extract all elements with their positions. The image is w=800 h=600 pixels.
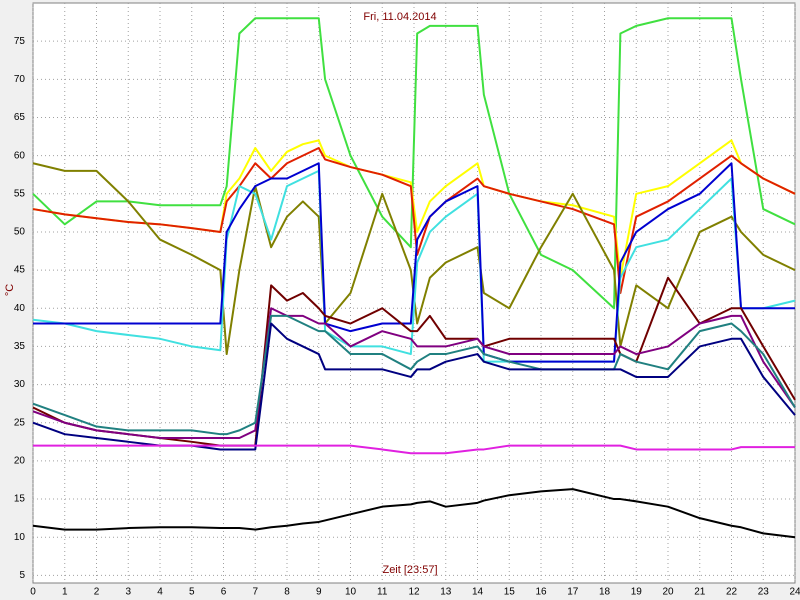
series-line <box>32 169 796 363</box>
x-tick-label: 10 <box>345 587 357 598</box>
x-tick-label: 6 <box>221 587 227 598</box>
series-line <box>32 17 796 310</box>
y-tick-label: 65 <box>14 112 26 123</box>
y-tick-label: 30 <box>14 379 26 390</box>
x-tick-label: 9 <box>316 587 322 598</box>
x-tick-label: 22 <box>726 587 738 598</box>
x-tick-label: 16 <box>535 587 547 598</box>
y-axis-label: °C <box>4 284 16 296</box>
x-tick-label: 12 <box>408 587 420 598</box>
series-line <box>32 147 796 294</box>
series-line <box>32 314 796 436</box>
x-tick-label: 15 <box>504 587 516 598</box>
y-tick-label: 15 <box>14 494 26 505</box>
series-line <box>32 322 796 451</box>
x-tick-label: 24 <box>789 587 800 598</box>
y-tick-label: 35 <box>14 341 26 352</box>
x-tick-label: 2 <box>94 587 100 598</box>
y-tick-label: 50 <box>14 227 26 238</box>
x-tick-label: 19 <box>631 587 643 598</box>
x-tick-label: 17 <box>567 587 579 598</box>
x-tick-label: 0 <box>30 587 36 598</box>
x-tick-label: 4 <box>157 587 163 598</box>
y-tick-label: 25 <box>14 417 26 428</box>
x-tick-label: 23 <box>758 587 770 598</box>
y-tick-label: 70 <box>14 74 26 85</box>
series-line <box>33 162 795 363</box>
y-tick-label: 10 <box>14 532 26 543</box>
chart-title: Fri, 11.04.2014 <box>363 11 436 23</box>
series-line <box>32 307 796 439</box>
x-tick-label: 7 <box>252 587 258 598</box>
x-tick-label: 14 <box>472 587 484 598</box>
y-tick-label: 5 <box>19 570 25 581</box>
x-tick-label: 3 <box>125 587 131 598</box>
x-tick-label: 13 <box>440 587 452 598</box>
x-axis-label: Zeit [23:57] <box>382 564 437 576</box>
x-tick-label: 8 <box>284 587 290 598</box>
y-tick-label: 55 <box>14 188 26 199</box>
y-tick-label: 45 <box>14 265 26 276</box>
x-tick-label: 21 <box>694 587 706 598</box>
x-tick-label: 20 <box>662 587 674 598</box>
x-tick-label: 11 <box>377 587 388 598</box>
x-tick-label: 18 <box>599 587 611 598</box>
y-tick-label: 20 <box>14 456 26 467</box>
x-tick-label: 5 <box>189 587 195 598</box>
series-line <box>32 488 796 539</box>
y-tick-label: 60 <box>14 150 26 161</box>
y-tick-label: 40 <box>14 303 26 314</box>
series-line <box>32 276 796 447</box>
series-line <box>33 444 795 455</box>
x-tick-label: 1 <box>62 587 68 598</box>
series-line <box>32 162 796 356</box>
y-tick-label: 75 <box>14 36 26 47</box>
